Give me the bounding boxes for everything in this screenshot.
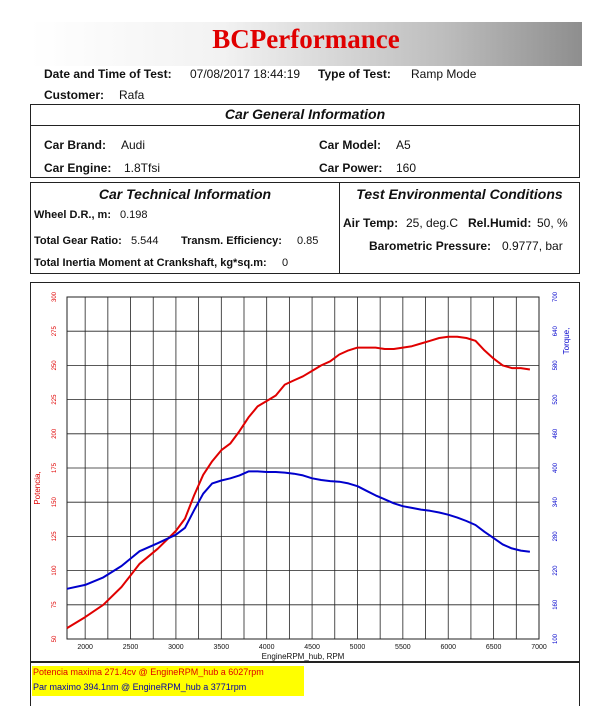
report-title: BCPerformance (212, 24, 400, 54)
customer-label: Customer: (44, 88, 105, 102)
power-max-note: Potencia maxima 271.4cv @ EngineRPM_hub … (33, 667, 264, 677)
general-info-box: Car General Information Car Brand: Audi … (30, 104, 580, 178)
power-label: Car Power: (319, 161, 383, 175)
temp-label: Air Temp: (343, 216, 399, 230)
y-right-tick-label: 220 (553, 565, 559, 576)
baro-label: Barometric Pressure: (369, 239, 492, 253)
technical-info-box: Car Technical Information Wheel D.R., m:… (30, 182, 340, 274)
x-tick-label: 5500 (395, 644, 411, 651)
y-right-tick-label: 520 (553, 394, 559, 405)
torque-max-highlight (32, 681, 304, 696)
y-left-tick-labels: 50 75 100 125 150 175 200 225 250 275 300 (52, 291, 58, 642)
general-info-title: Car General Information (224, 106, 386, 122)
gear-label: Total Gear Ratio: (34, 235, 122, 247)
environment-box: Test Environmental Conditions Air Temp: … (339, 182, 580, 274)
x-tick-label: 6000 (440, 644, 456, 651)
customer-value: Rafa (119, 88, 145, 102)
efficiency-value: 0.85 (297, 235, 319, 247)
humid-value: 50, % (537, 216, 568, 230)
y-left-tick-label: 250 (52, 360, 58, 371)
report-banner: BCPerformance (30, 22, 582, 66)
x-tick-label: 4000 (259, 644, 275, 651)
max-values-box: Potencia maxima 271.4cv @ EngineRPM_hub … (30, 662, 580, 706)
model-label: Car Model: (319, 138, 382, 152)
y-left-tick-label: 50 (52, 635, 58, 642)
technical-info-title: Car Technical Information (98, 186, 272, 202)
inertia-value: 0 (282, 257, 289, 269)
y-right-tick-label: 160 (553, 599, 559, 610)
y-left-tick-label: 225 (52, 394, 58, 405)
y-right-tick-label: 640 (553, 326, 559, 337)
x-tick-labels: 2000 2500 3000 3500 4000 4500 5000 5500 6000 6500… (77, 644, 547, 651)
wheel-value: 0.198 (120, 209, 148, 221)
type-value: Ramp Mode (411, 67, 477, 81)
y-left-tick-label: 300 (52, 291, 58, 302)
model-value: A5 (396, 138, 411, 152)
brand-value: Audi (121, 138, 146, 152)
temp-value: 25, deg.C (406, 216, 459, 230)
date-label: Date and Time of Test: (44, 67, 172, 81)
gear-value: 5.544 (131, 235, 159, 247)
x-tick-label: 7000 (531, 644, 547, 651)
y-right-tick-label: 580 (553, 360, 559, 371)
baro-value: 0.9777, bar (502, 239, 563, 253)
x-tick-label: 2000 (77, 644, 93, 651)
engine-label: Car Engine: (44, 161, 112, 175)
inertia-label: Total Inertia Moment at Crankshaft, kg*s… (34, 257, 267, 269)
engine-value: 1.8Tfsi (124, 161, 161, 175)
x-tick-label: 3000 (168, 644, 184, 651)
type-label: Type of Test: (318, 67, 391, 81)
y-left-tick-label: 100 (52, 565, 58, 576)
y-left-tick-label: 175 (52, 462, 58, 473)
x-tick-label: 2500 (123, 644, 139, 651)
dyno-chart-box: 2000 2500 3000 3500 4000 4500 5000 5500 6000 6500… (30, 282, 580, 662)
brand-label: Car Brand: (44, 138, 107, 152)
y-right-tick-label: 400 (553, 462, 559, 473)
y-left-tick-label: 75 (52, 601, 58, 608)
environment-title: Test Environmental Conditions (356, 186, 563, 202)
y-right-tick-label: 700 (553, 291, 559, 302)
chart-grid (66, 296, 540, 640)
x-tick-label: 6500 (486, 644, 502, 651)
y-left-axis-label: Potencia, (33, 471, 42, 504)
x-tick-label: 3500 (214, 644, 230, 651)
dyno-chart: 2000 2500 3000 3500 4000 4500 5000 5500 6000 6500… (33, 291, 571, 661)
y-right-tick-label: 100 (553, 633, 559, 644)
wheel-label: Wheel D.R., m: (34, 209, 112, 221)
torque-series-line (66, 470, 531, 590)
efficiency-label: Transm. Efficiency: (181, 235, 282, 247)
y-right-tick-label: 280 (553, 531, 559, 542)
x-tick-label: 4500 (304, 644, 320, 651)
humid-label: Rel.Humid: (468, 216, 532, 230)
y-right-axis-label: Torque, (562, 328, 571, 355)
torque-max-note: Par maximo 394.1nm @ EngineRPM_hub a 377… (33, 682, 247, 692)
potencia-series-line (66, 335, 531, 629)
x-tick-label: 5000 (350, 644, 366, 651)
power-value: 160 (396, 161, 417, 175)
power-max-highlight (32, 666, 304, 681)
y-left-tick-label: 150 (52, 497, 58, 508)
y-left-tick-label: 200 (52, 428, 58, 439)
x-axis-label: EngineRPM_hub, RPM (262, 652, 345, 661)
y-right-tick-label: 460 (553, 428, 559, 439)
y-left-tick-label: 125 (52, 531, 58, 542)
date-value: 07/08/2017 18:44:19 (190, 67, 301, 81)
y-right-tick-label: 340 (553, 497, 559, 508)
chart-series (66, 335, 531, 629)
y-right-tick-labels: 100 160 220 280 340 400 460 520 580 640 700 (553, 291, 559, 644)
general-info-header (31, 105, 579, 126)
y-left-tick-label: 275 (52, 326, 58, 337)
